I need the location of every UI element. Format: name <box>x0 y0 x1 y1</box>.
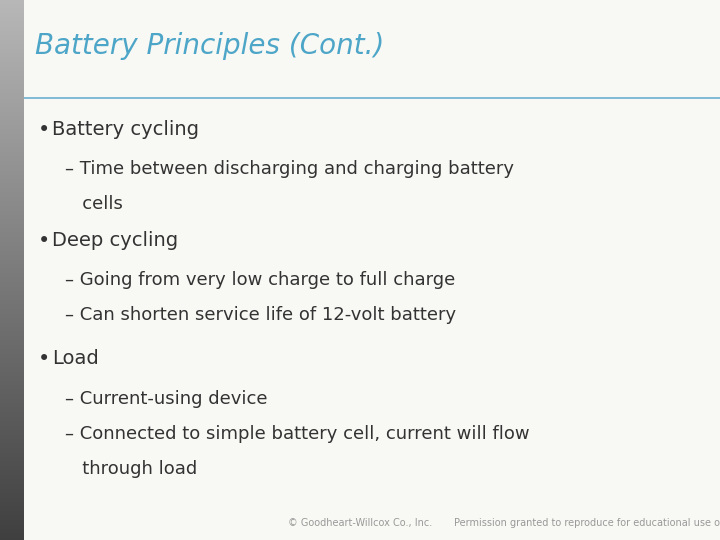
Text: Battery cycling: Battery cycling <box>52 120 199 139</box>
Text: •: • <box>37 120 50 140</box>
Text: – Time between discharging and charging battery: – Time between discharging and charging … <box>65 160 514 178</box>
Text: Load: Load <box>52 349 99 368</box>
Text: Deep cycling: Deep cycling <box>52 231 178 249</box>
Text: Permission granted to reproduce for educational use only.: Permission granted to reproduce for educ… <box>454 518 720 528</box>
Text: •: • <box>37 349 50 369</box>
Text: Battery Principles (Cont.): Battery Principles (Cont.) <box>35 32 384 60</box>
Text: cells: cells <box>65 195 122 213</box>
Text: – Current-using device: – Current-using device <box>65 390 267 408</box>
Text: – Going from very low charge to full charge: – Going from very low charge to full cha… <box>65 271 455 289</box>
Text: through load: through load <box>65 460 197 478</box>
Text: •: • <box>37 231 50 251</box>
Text: – Connected to simple battery cell, current will flow: – Connected to simple battery cell, curr… <box>65 425 529 443</box>
Text: © Goodheart-Willcox Co., Inc.: © Goodheart-Willcox Co., Inc. <box>288 518 432 528</box>
Text: – Can shorten service life of 12-volt battery: – Can shorten service life of 12-volt ba… <box>65 306 456 324</box>
